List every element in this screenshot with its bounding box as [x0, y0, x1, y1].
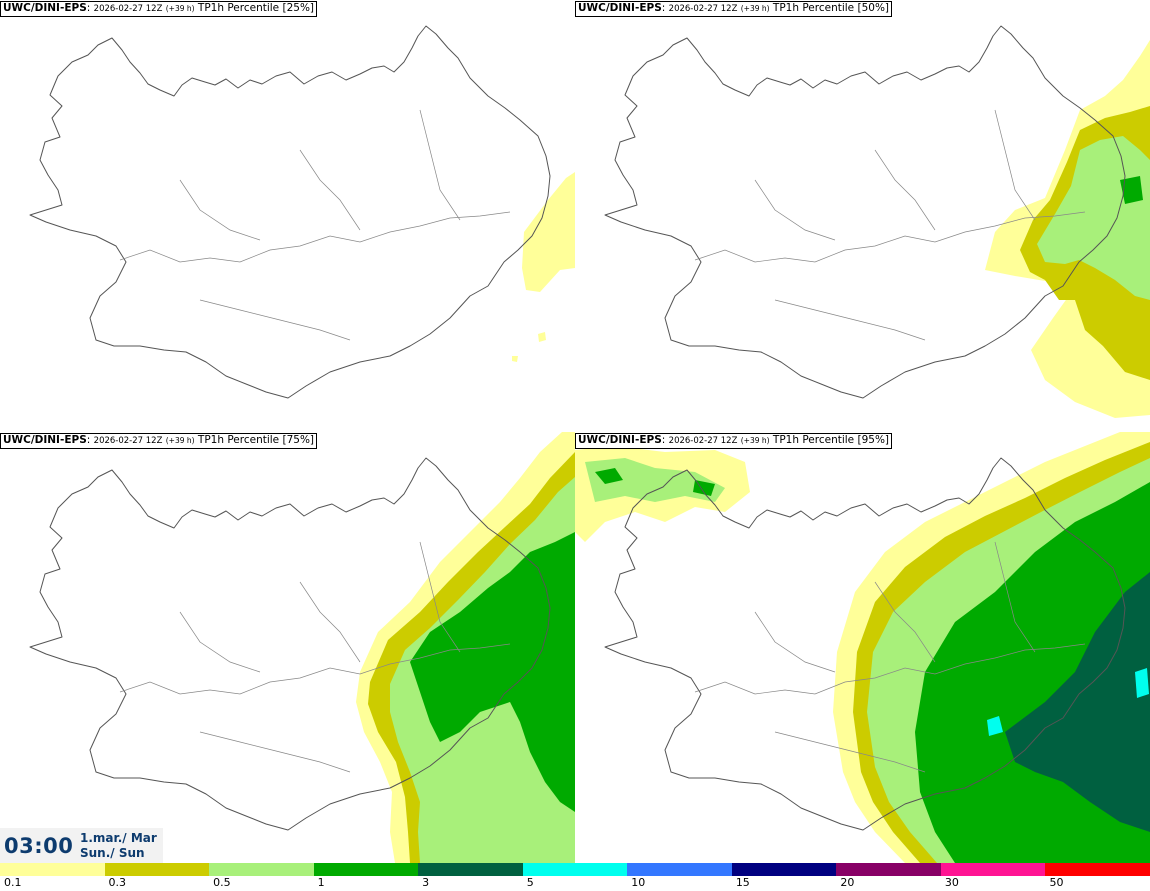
precip-area-light: [522, 172, 575, 292]
colorbar-segment: [1045, 863, 1150, 876]
colorbar-label: 15: [735, 876, 750, 889]
iceland-coastline: [604, 457, 1126, 831]
precip-heavy: [1005, 572, 1150, 832]
map-canvas: [29, 432, 575, 863]
precip-spot: [538, 332, 546, 342]
map-canvas: [604, 25, 1150, 418]
colorbar-label: 1: [317, 876, 325, 889]
precip-extreme-spot: [987, 716, 1003, 736]
precip-extreme-spot: [1135, 668, 1149, 698]
colorbar-label: 0.5: [213, 876, 231, 889]
precipitation-colorbar: [0, 863, 1150, 876]
colorbar-label: 50: [1049, 876, 1064, 889]
colorbar-segment: [731, 863, 837, 876]
colorbar-label: 3: [422, 876, 430, 889]
precip-core: [410, 532, 575, 812]
panel-title: UWC/DINI-EPS: 2026-02-27 12Z (+39 h) TP1…: [0, 433, 318, 449]
map-panel-p75: UWC/DINI-EPS: 2026-02-27 12Z (+39 h) TP1…: [0, 432, 575, 863]
colorbar-segment: [836, 863, 942, 876]
iceland-coastline: [29, 25, 551, 399]
colorbar-segment: [627, 863, 733, 876]
colorbar-segment: [313, 863, 419, 876]
colorbar-label: 10: [631, 876, 646, 889]
map-canvas: [575, 432, 1150, 863]
map-panel-p95: UWC/DINI-EPS: 2026-02-27 12Z (+39 h) TP1…: [575, 432, 1150, 863]
colorbar-label: 0.3: [108, 876, 127, 889]
colorbar-segment: [522, 863, 628, 876]
precip-area-high: [1037, 136, 1150, 300]
valid-time: 03:00: [4, 834, 74, 858]
valid-time-box: 03:00 1.mar./ Mar Sun./ Sun: [0, 828, 163, 863]
colorbar-label: 30: [944, 876, 959, 889]
panel-title: UWC/DINI-EPS: 2026-02-27 12Z (+39 h) TP1…: [0, 1, 318, 17]
colorbar-segment: [104, 863, 210, 876]
panel-title: UWC/DINI-EPS: 2026-02-27 12Z (+39 h) TP1…: [575, 1, 893, 17]
map-panel-p50: UWC/DINI-EPS: 2026-02-27 12Z (+39 h) TP1…: [575, 0, 1150, 431]
colorbar-segment: [0, 863, 106, 876]
map-panel-p25: UWC/DINI-EPS: 2026-02-27 12Z (+39 h) TP1…: [0, 0, 575, 431]
precip-spot: [595, 468, 623, 484]
map-canvas: [29, 25, 575, 399]
colorbar-label: 5: [526, 876, 534, 889]
iceland-coastline: [29, 457, 551, 831]
valid-weekday: Sun./ Sun: [80, 846, 145, 860]
colorbar-segment: [940, 863, 1046, 876]
precip-spot: [512, 356, 518, 362]
panel-title: UWC/DINI-EPS: 2026-02-27 12Z (+39 h) TP1…: [575, 433, 893, 449]
colorbar-segment: [209, 863, 315, 876]
iceland-coastline: [604, 25, 1126, 399]
colorbar-segment: [418, 863, 524, 876]
precip-area-northwest-green: [585, 458, 725, 502]
valid-date: 1.mar./ Mar: [80, 831, 157, 845]
colorbar-label: 20: [840, 876, 855, 889]
colorbar-label: 0.1: [4, 876, 22, 889]
precip-core: [1120, 176, 1143, 204]
